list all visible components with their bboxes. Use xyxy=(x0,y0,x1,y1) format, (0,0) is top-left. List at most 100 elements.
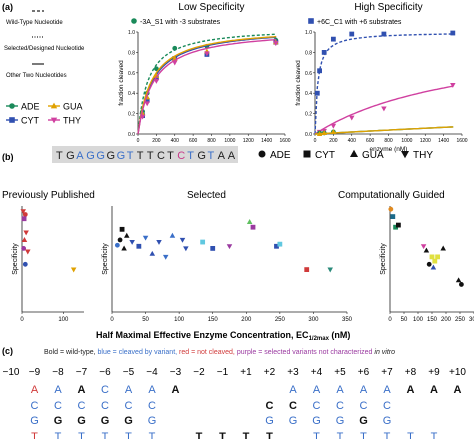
chart-legend-marker xyxy=(308,18,314,24)
y-axis-label: Specificity xyxy=(102,243,109,275)
marker-legend-thy xyxy=(401,151,409,158)
panel-a-left-legend: Wild-Type Nucleotide Selected/Designed N… xyxy=(4,11,85,79)
scatter-point xyxy=(124,233,130,238)
sequence-letter: A xyxy=(228,150,236,162)
panel-c-caption: Bold = wild-type, blue = cleaved by vari… xyxy=(44,349,395,356)
sequence-letter: C xyxy=(157,150,165,162)
point-thy xyxy=(349,116,355,121)
nucleotide-cell: A xyxy=(313,384,321,396)
position-label: −6 xyxy=(99,367,111,378)
x-tick-label: 0 xyxy=(314,138,317,144)
nucleotide-cell: T xyxy=(243,431,250,439)
marker-legend-label-gua: GUA xyxy=(362,150,384,161)
x-tick-label: 100 xyxy=(58,317,69,323)
nucleotide-cell: C xyxy=(336,400,344,412)
x-tick-label: 1000 xyxy=(224,138,235,144)
scatter-point xyxy=(430,254,435,259)
nucleotide-cell: T xyxy=(313,431,320,439)
nucleotide-cell: G xyxy=(383,415,392,427)
nucleotide-cell: G xyxy=(124,415,133,427)
nucleotide-cell: G xyxy=(54,415,63,427)
point-thy xyxy=(331,124,337,129)
legend-label-ade: ADE xyxy=(21,102,40,112)
x-tick-label: 200 xyxy=(441,317,452,323)
chart-legend-label: -3A_S1 with -3 substrates xyxy=(140,19,221,26)
legend-marker-ade xyxy=(9,103,15,109)
nucleotide-cell: T xyxy=(360,431,367,439)
y-tick-label: 0.0 xyxy=(305,132,312,138)
scatter-point xyxy=(183,246,189,251)
legend-marker-cyt xyxy=(9,117,15,123)
scatter-point xyxy=(25,250,31,255)
position-label: +7 xyxy=(381,367,393,378)
x-tick-label: 350 xyxy=(342,317,353,323)
scatter-point xyxy=(150,251,156,256)
scatter-point xyxy=(421,244,427,249)
x-tick-label: 0 xyxy=(110,317,114,323)
chart-legend-label: +6C_C1 with +6 substrates xyxy=(317,19,402,26)
nucleotide-cell: C xyxy=(148,400,156,412)
sequence-letter: T xyxy=(187,150,194,162)
position-label: +8 xyxy=(405,367,417,378)
scatter-point xyxy=(23,212,28,217)
x-tick-label: 150 xyxy=(208,317,219,323)
x-tick-label: 0 xyxy=(137,138,140,144)
selected-scatter: 0 50 100 150 200 250 300 350Specificity xyxy=(102,206,353,323)
nucleotide-cell: T xyxy=(102,431,109,439)
point-cyt xyxy=(331,37,336,42)
selected-title: Selected xyxy=(187,190,226,201)
marker-legend-label-thy: THY xyxy=(413,150,433,161)
x-tick-label: 50 xyxy=(142,317,149,323)
x-tick-label: 800 xyxy=(384,138,393,144)
nucleotide-cell: A xyxy=(360,384,368,396)
scatter-point xyxy=(156,240,162,245)
high-specificity-chart: 0.00.20.40.60.81.00 200 400 600 800 1000 1200 1… xyxy=(295,2,468,153)
y-tick-label: 0.6 xyxy=(305,71,312,77)
nucleotide-cell: A xyxy=(78,384,86,396)
nucleotide-cell: G xyxy=(289,415,298,427)
y-axis-label: fraction cleaved xyxy=(118,60,125,106)
x-tick-label: 600 xyxy=(366,138,375,144)
sequence-letter: T xyxy=(167,150,174,162)
scatter-point xyxy=(251,225,256,230)
nucleotide-cell: C xyxy=(125,400,133,412)
position-label: −8 xyxy=(52,367,64,378)
scatter-point xyxy=(23,230,29,235)
chart-title: High Specificity xyxy=(354,2,422,13)
nucleotide-cell: G xyxy=(265,415,274,427)
panel-a-label: (a) xyxy=(2,2,13,12)
nucleotide-cell: T xyxy=(55,431,62,439)
scatter-point xyxy=(227,244,233,249)
position-label: +4 xyxy=(311,367,323,378)
x-tick-label: 150 xyxy=(427,317,438,323)
x-tick-label: 0 xyxy=(20,317,24,323)
point-cyt xyxy=(450,31,455,36)
point-thy xyxy=(381,106,387,111)
position-label: +1 xyxy=(240,367,252,378)
scatter-point xyxy=(431,265,437,270)
nucleotide-cell: A xyxy=(336,384,344,396)
y-axis-label: fraction cleaved xyxy=(295,60,302,106)
nucleotide-cell: T xyxy=(31,431,38,439)
position-label: −2 xyxy=(193,367,205,378)
x-tick-label: 400 xyxy=(348,138,357,144)
computationally-guided-title: Computationally Guided xyxy=(338,190,445,201)
nucleotide-cell: C xyxy=(101,400,109,412)
panel-c-label: (c) xyxy=(2,346,13,356)
scatter-point xyxy=(115,243,120,248)
sequence-letter: T xyxy=(137,150,144,162)
nucleotide-cell: C xyxy=(289,400,297,412)
scatter-point xyxy=(170,233,176,238)
position-row: −10 −9 −8 −7 −6 −5 −4 −3 −2 −1 +1 +2 +3 +4 +5 +6 +7 +8 +9 +… xyxy=(3,367,467,378)
scatter-point xyxy=(396,223,401,228)
nucleotide-cell: A xyxy=(54,384,62,396)
point-cyt xyxy=(317,68,322,73)
low-specificity-chart: 0.0 0.2 0.4 0.6 0.8 1.0 0 200 400 600 800 1000 1200 1… xyxy=(118,2,291,153)
position-label: +5 xyxy=(334,367,346,378)
x-tick-label: 300 xyxy=(308,317,319,323)
marker-legend-gua xyxy=(350,150,358,157)
nucleotide-cell: C xyxy=(266,400,274,412)
scatter-point xyxy=(163,255,169,260)
scatter-point xyxy=(71,268,77,273)
position-label: −4 xyxy=(146,367,158,378)
